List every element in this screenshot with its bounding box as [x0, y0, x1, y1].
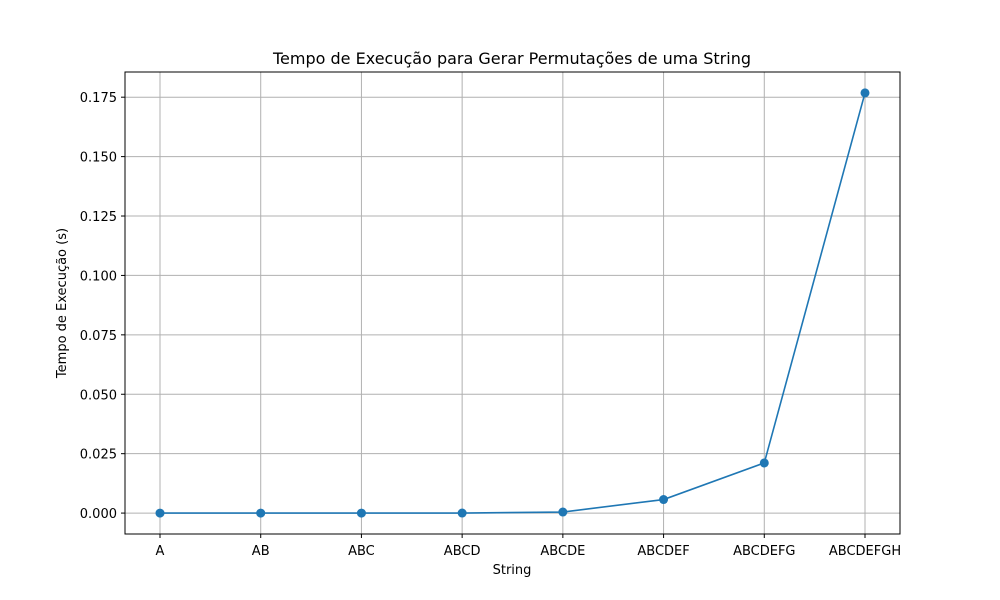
y-tick-label: 0.050	[80, 388, 117, 403]
data-point-abcd	[457, 508, 467, 518]
data-point-abcdef	[659, 495, 669, 505]
data-point-a	[155, 508, 165, 518]
y-tick-label: 0.150	[80, 151, 117, 166]
y-tick-label: 0.075	[80, 329, 117, 344]
y-tick-label: 0.175	[80, 91, 117, 106]
chart-title: Tempo de Execução para Gerar Permutações…	[272, 49, 751, 68]
x-tick-label: ABCDEFG	[733, 544, 795, 559]
y-axis-label: Tempo de Execução (s)	[55, 228, 70, 379]
y-tick-label: 0.000	[80, 507, 117, 522]
y-tick-label: 0.125	[80, 210, 117, 225]
data-point-abc	[356, 508, 366, 518]
x-tick-label: ABCDEFGH	[829, 544, 901, 559]
data-point-ab	[256, 508, 266, 518]
x-tick-label: ABCD	[444, 544, 481, 559]
series-layer	[155, 88, 870, 518]
data-point-abcdefgh	[860, 88, 870, 98]
plot-area-frame	[124, 71, 901, 535]
x-tick-label: AB	[252, 544, 270, 559]
x-axis-label: String	[493, 563, 532, 578]
data-point-abcde	[558, 507, 568, 517]
y-tick-label: 0.025	[80, 448, 117, 463]
x-tick-label: ABCDE	[540, 544, 585, 559]
grid	[125, 72, 900, 534]
axis-ticks: A AB ABC ABCD ABCDE ABCDEF ABCDEFG ABCDEFGH 0.00…	[80, 91, 901, 559]
x-tick-label: ABCDEF	[637, 544, 689, 559]
series-line	[159, 92, 866, 514]
data-point-abcdefg	[759, 458, 769, 468]
x-tick-label: ABC	[348, 544, 375, 559]
x-tick-label: A	[156, 544, 165, 559]
y-tick-label: 0.100	[80, 269, 117, 284]
